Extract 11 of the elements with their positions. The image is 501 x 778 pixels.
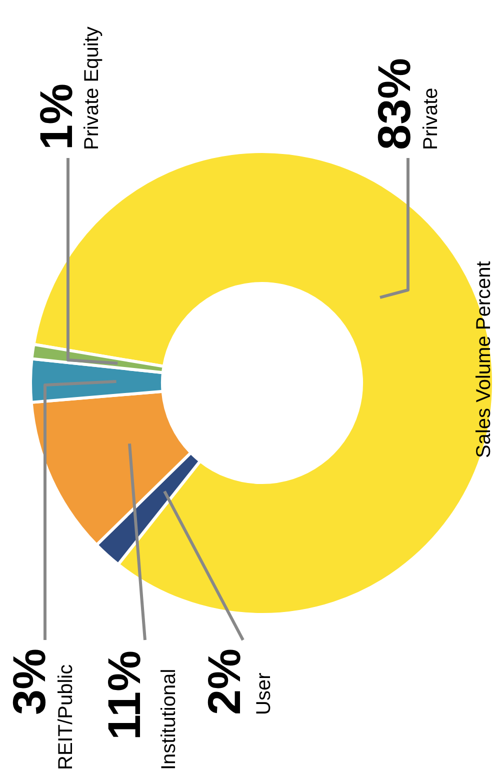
slice-label: User: [253, 672, 275, 715]
data-label: 83%: [368, 58, 420, 150]
data-label: 3%: [3, 648, 55, 715]
slice-label: REIT/Public: [55, 664, 77, 770]
slice-label: Institutional: [158, 668, 180, 770]
text: Sales Volume Percent: [473, 260, 495, 458]
data-label: 1%: [30, 84, 82, 150]
slice-label: Private Equity: [81, 26, 103, 150]
data-label: 2%: [198, 648, 250, 715]
data-label: 11%: [98, 650, 150, 740]
slice-label: Private: [420, 88, 442, 150]
